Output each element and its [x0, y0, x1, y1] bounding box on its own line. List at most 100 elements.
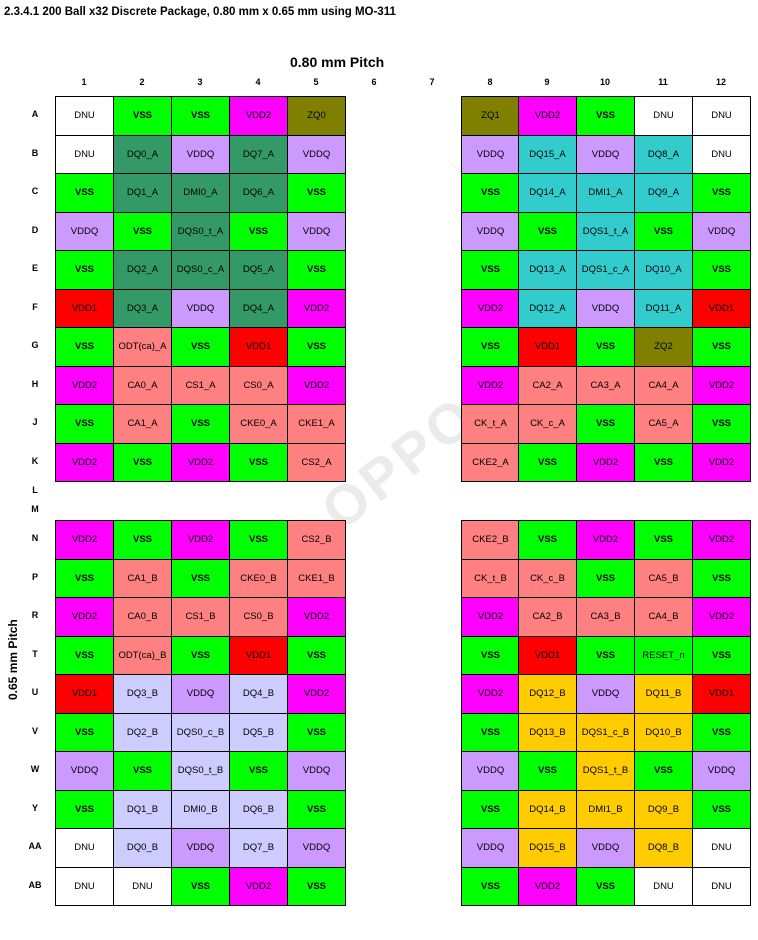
ball-cell: VSS [113, 96, 172, 136]
ball-cell: VDD2 [576, 442, 635, 482]
ball-cell: DQ7_A [229, 134, 288, 174]
ball-cell: VDD2 [55, 520, 114, 560]
ball-cell: CA4_A [634, 365, 693, 405]
ball-cell: CA3_B [576, 597, 635, 637]
ball-cell: DNU [55, 96, 114, 136]
row-label: M [31, 504, 39, 515]
column-label: 1 [81, 77, 87, 87]
ball-cell: DQ15_A [518, 134, 577, 174]
row-label: C [31, 186, 39, 197]
ball-cell: DQ7_B [229, 828, 288, 868]
ball-cell: VDD2 [461, 674, 520, 714]
column-label: 11 [658, 77, 668, 87]
ball-cell: CKE0_B [229, 558, 288, 598]
ball-cell: VDD2 [461, 597, 520, 637]
ball-cell: DQ12_B [518, 674, 577, 714]
ball-cell: DQ1_B [113, 789, 172, 829]
ball-cell: DQS0_c_A [171, 250, 230, 290]
ball-cell: VDDQ [461, 134, 520, 174]
ball-cell: DQS1_c_A [576, 250, 635, 290]
ball-cell: VSS [287, 712, 346, 752]
row-label: B [31, 147, 39, 158]
ball-cell: VSS [634, 442, 693, 482]
column-label: 4 [255, 77, 261, 87]
ball-cell: DMI0_B [171, 789, 230, 829]
ball-cell: DQ9_A [634, 173, 693, 213]
ball-cell: CKE2_B [461, 520, 520, 560]
vertical-pitch-label: 0.65 mm Pitch [6, 619, 20, 700]
ball-cell: VDDQ [576, 828, 635, 868]
ball-cell: VDD2 [692, 442, 751, 482]
ball-cell: VDDQ [692, 211, 751, 251]
ball-cell: VSS [576, 558, 635, 598]
ball-cell: CS2_B [287, 520, 346, 560]
ball-cell: VDDQ [287, 828, 346, 868]
ball-cell: VDD2 [692, 520, 751, 560]
ball-cell: VSS [518, 211, 577, 251]
ball-cell: VDD2 [55, 365, 114, 405]
ball-cell: CA3_A [576, 365, 635, 405]
ball-cell: VDD2 [461, 288, 520, 328]
row-label: P [31, 571, 38, 582]
column-label: 10 [599, 77, 610, 87]
ball-cell: VSS [518, 442, 577, 482]
ball-cell: VDDQ [576, 674, 635, 714]
ball-cell: DQ4_A [229, 288, 288, 328]
row-label: W [30, 764, 40, 775]
ball-cell: VSS [171, 558, 230, 598]
ball-cell: VSS [171, 866, 230, 906]
row-label: D [31, 224, 39, 235]
ball-cell: DQ4_B [229, 674, 288, 714]
ball-cell: CA0_B [113, 597, 172, 637]
ball-cell: VDD2 [518, 96, 577, 136]
ball-cell: DQ10_A [634, 250, 693, 290]
ball-cell: VSS [229, 442, 288, 482]
ball-cell: CS1_B [171, 597, 230, 637]
ball-cell: CS0_B [229, 597, 288, 637]
ball-cell: CKE0_A [229, 404, 288, 444]
column-label: 6 [371, 77, 377, 87]
ball-cell: VDD2 [287, 365, 346, 405]
ball-cell: CA4_B [634, 597, 693, 637]
row-label: L [32, 484, 38, 495]
ball-cell: VSS [461, 173, 520, 213]
ball-cell: VDD2 [287, 288, 346, 328]
ball-cell: VDD2 [171, 520, 230, 560]
ball-cell: VDD1 [229, 327, 288, 367]
ball-cell: VSS [576, 327, 635, 367]
ball-cell: ODT(ca)_A [113, 327, 172, 367]
ball-cell: VDDQ [461, 211, 520, 251]
ball-cell: DQS0_t_A [171, 211, 230, 251]
ball-cell: DQ2_B [113, 712, 172, 752]
column-label: 7 [429, 77, 435, 87]
ball-cell: VSS [229, 520, 288, 560]
ball-cell: DNU [692, 96, 751, 136]
ball-cell: VSS [461, 635, 520, 675]
ball-cell: VDDQ [576, 134, 635, 174]
ball-cell: ZQ0 [287, 96, 346, 136]
ball-cell: CA5_A [634, 404, 693, 444]
row-label: Y [31, 802, 38, 813]
row-label: G [31, 340, 39, 351]
ball-cell: VDD2 [692, 365, 751, 405]
ball-cell: VDD1 [518, 327, 577, 367]
ball-cell: DNU [634, 96, 693, 136]
ball-cell: ZQ2 [634, 327, 693, 367]
ball-cell: VSS [692, 789, 751, 829]
ball-cell: CA1_B [113, 558, 172, 598]
ball-cell: DNU [55, 828, 114, 868]
ball-cell: VSS [692, 250, 751, 290]
ball-cell: VSS [55, 712, 114, 752]
ball-cell: VSS [287, 327, 346, 367]
column-label: 12 [715, 77, 726, 87]
ball-cell: DQ11_B [634, 674, 693, 714]
row-label: A [31, 109, 39, 120]
row-label: J [32, 417, 38, 428]
ball-cell: VSS [55, 789, 114, 829]
ball-cell: VDD2 [576, 520, 635, 560]
ball-cell: VDDQ [576, 288, 635, 328]
ball-cell: VSS [461, 250, 520, 290]
ball-cell: VDD1 [692, 288, 751, 328]
ball-cell: CK_c_B [518, 558, 577, 598]
row-label: K [31, 455, 39, 466]
